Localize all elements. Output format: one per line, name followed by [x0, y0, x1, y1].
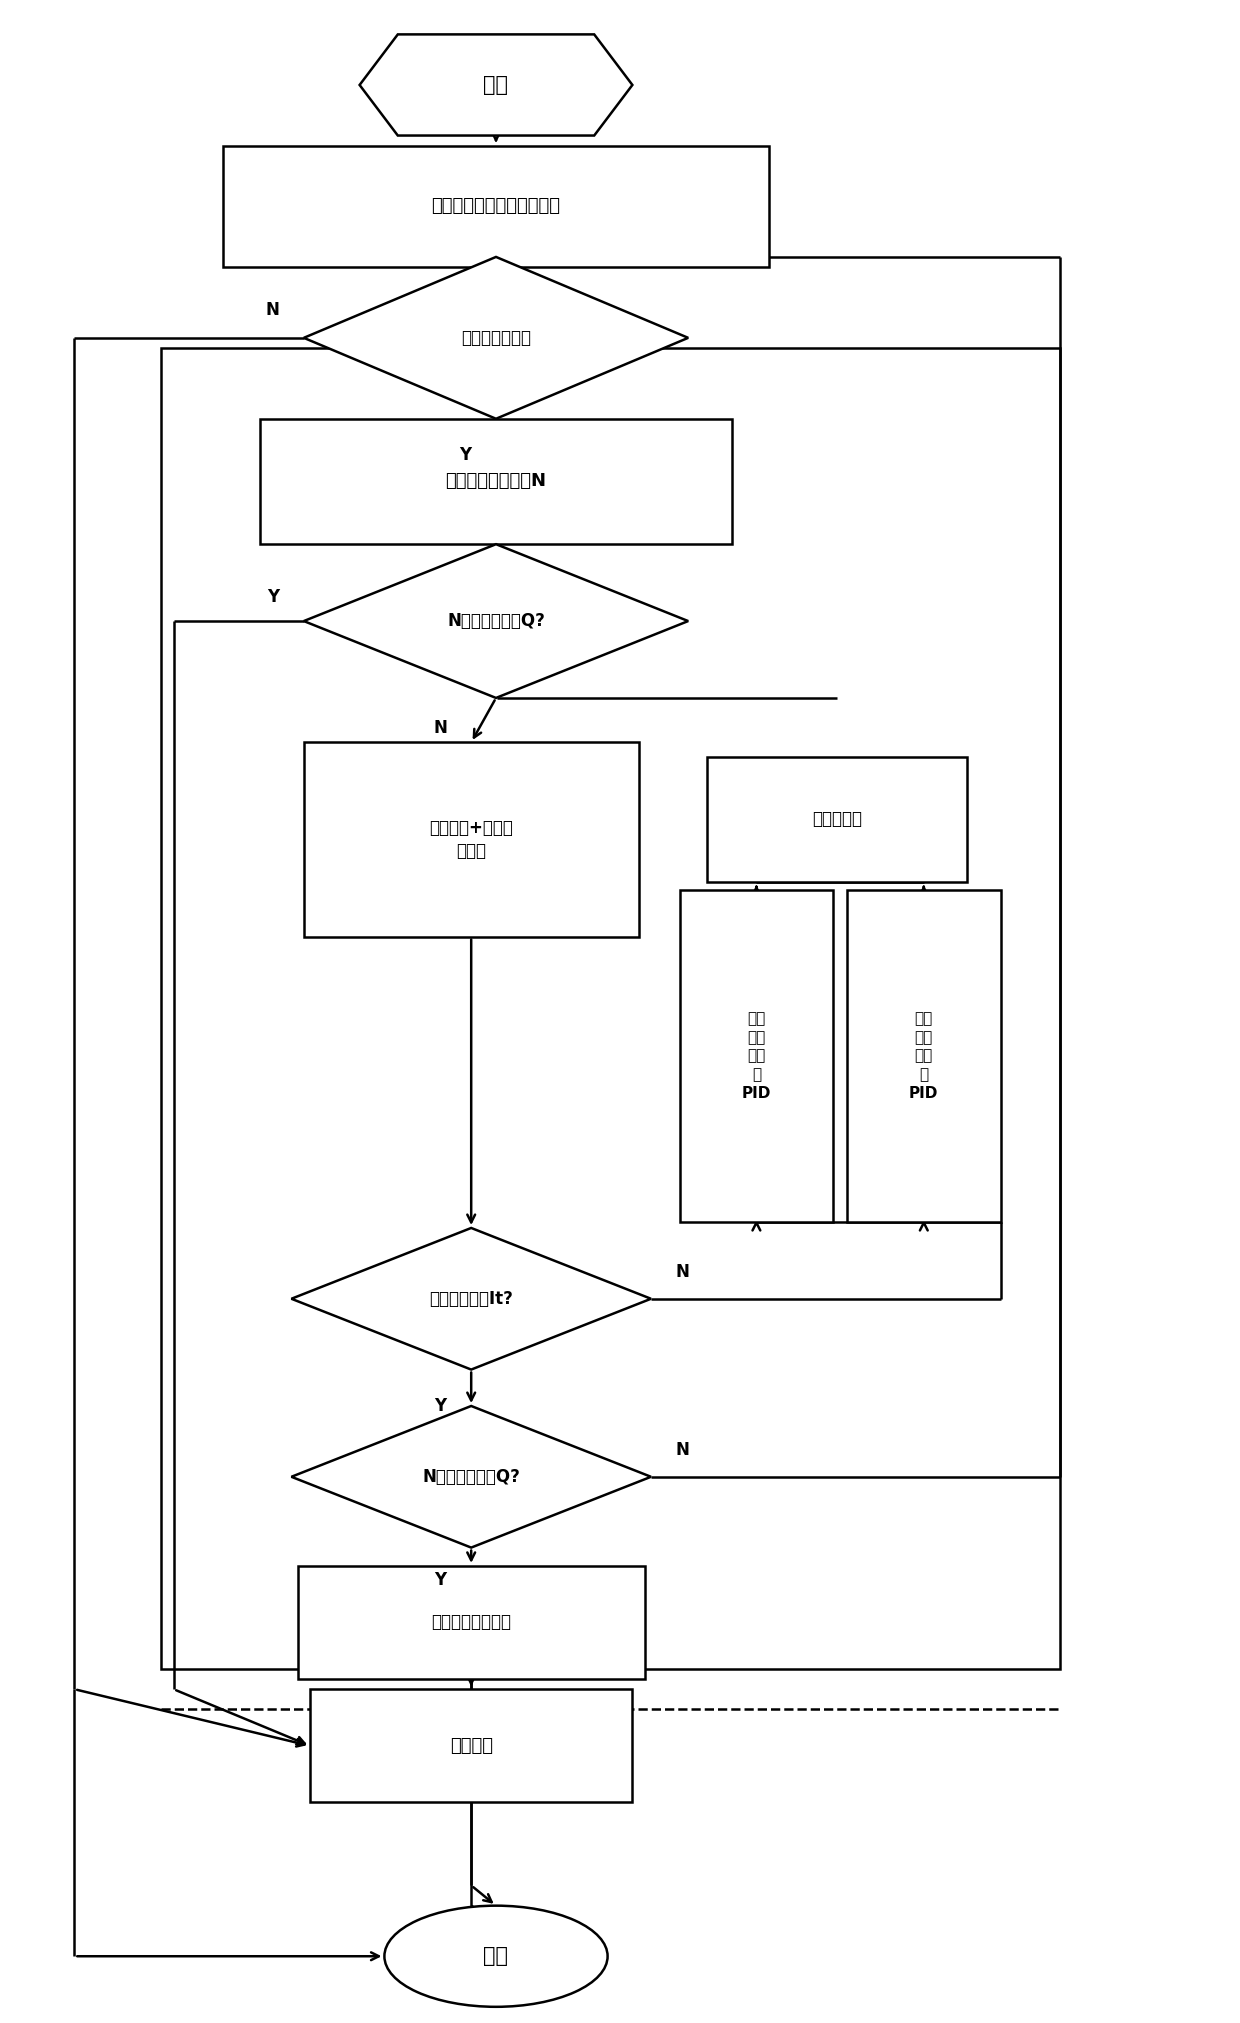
Text: 回馈电流等于It?: 回馈电流等于It? — [429, 1291, 513, 1307]
Text: Y: Y — [459, 447, 471, 463]
Polygon shape — [304, 257, 688, 419]
Text: N小于设定阈値Q?: N小于设定阈値Q? — [423, 1469, 520, 1485]
Bar — [260, 419, 732, 544]
Text: 最小占空比: 最小占空比 — [812, 811, 862, 827]
Text: Y: Y — [434, 1398, 446, 1414]
Ellipse shape — [384, 1906, 608, 2007]
Polygon shape — [291, 1228, 651, 1370]
Text: N: N — [675, 1264, 689, 1281]
Polygon shape — [360, 34, 632, 136]
Text: 关闭能量回馈制动: 关闭能量回馈制动 — [432, 1614, 511, 1631]
Text: 检测电动车的速度N: 检测电动车的速度N — [445, 473, 547, 490]
Text: N: N — [265, 301, 280, 318]
Bar — [223, 146, 769, 267]
Text: N: N — [675, 1442, 689, 1459]
Polygon shape — [291, 1406, 651, 1548]
Text: Y: Y — [267, 589, 279, 605]
Text: 开始: 开始 — [484, 75, 508, 95]
Bar — [161, 348, 1060, 1669]
Bar — [680, 890, 833, 1222]
Text: Y: Y — [434, 1572, 446, 1588]
Text: N: N — [433, 720, 448, 736]
Bar — [707, 757, 967, 882]
Text: N小于设定阈値Q?: N小于设定阈値Q? — [448, 613, 544, 629]
Bar — [310, 1689, 632, 1802]
Polygon shape — [304, 544, 688, 698]
Bar — [847, 890, 1001, 1222]
Bar — [298, 1566, 645, 1679]
Text: 定义回馈制动电机驱动相序: 定义回馈制动电机驱动相序 — [432, 198, 560, 214]
Text: 电压
自整
定模
糊
PID: 电压 自整 定模 糊 PID — [909, 1012, 939, 1101]
Text: 机械制动+能量回
馈制动: 机械制动+能量回 馈制动 — [429, 819, 513, 860]
Text: 制动信号有效？: 制动信号有效？ — [461, 330, 531, 346]
Text: 结束: 结束 — [484, 1946, 508, 1966]
Text: 电流
自整
定模
糊
PID: 电流 自整 定模 糊 PID — [742, 1012, 771, 1101]
Bar — [304, 742, 639, 937]
Text: 机械制动: 机械制动 — [450, 1738, 492, 1754]
